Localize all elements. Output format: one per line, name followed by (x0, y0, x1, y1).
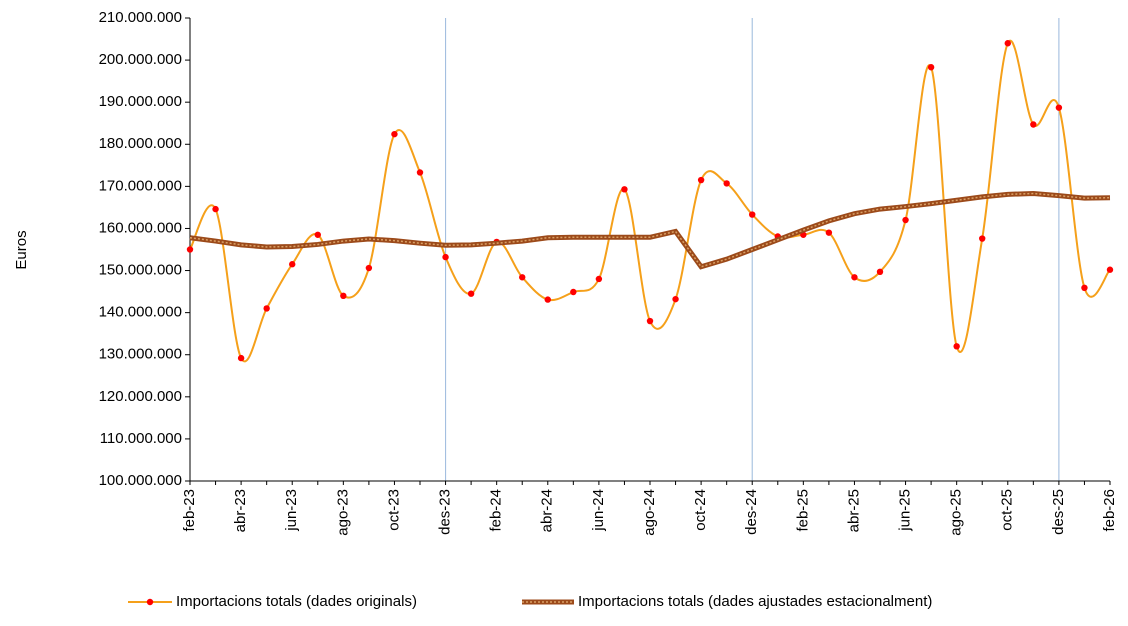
x-tick-label: abr-23 (232, 489, 249, 532)
data-point (979, 235, 986, 242)
legend-label: Importacions totals (dades originals) (176, 593, 417, 610)
data-point (851, 274, 858, 281)
data-point (825, 229, 833, 236)
x-tick-label: feb-25 (794, 489, 811, 532)
x-tick-label: abr-24 (539, 489, 556, 532)
data-point (467, 290, 475, 297)
data-point (1106, 266, 1114, 273)
data-point (391, 130, 398, 138)
data-point (1030, 121, 1037, 128)
y-tick-label: 120.000.000 (99, 388, 182, 405)
data-point (621, 186, 628, 193)
data-point (314, 231, 321, 238)
data-point (1055, 104, 1063, 111)
y-tick-label: 140.000.000 (99, 304, 182, 321)
y-tick-label: 150.000.000 (99, 262, 182, 279)
data-point (876, 268, 884, 276)
data-point (749, 211, 756, 218)
x-tick-label: oct-24 (692, 489, 709, 531)
y-tick-label: 100.000.000 (99, 472, 182, 489)
x-tick-label: oct-23 (385, 489, 402, 531)
series-line-pattern (189, 192, 1111, 268)
x-tick-label: feb-26 (1101, 489, 1118, 532)
data-point (519, 274, 526, 281)
data-point (570, 288, 577, 296)
data-point (927, 64, 935, 71)
y-tick-label: 170.000.000 (99, 177, 182, 194)
series-line (189, 39, 1111, 363)
y-tick-label: 110.000.000 (100, 430, 182, 447)
data-point (340, 292, 347, 299)
x-tick-label: des-24 (743, 489, 760, 535)
x-tick-label: ago-25 (948, 489, 965, 536)
legend-marker (146, 598, 154, 606)
data-point (442, 253, 449, 261)
data-point (723, 180, 730, 187)
y-tick-label: 210.000.000 (99, 9, 182, 26)
x-tick-label: ago-24 (641, 489, 658, 536)
data-point (212, 205, 219, 213)
x-tick-label: jun-25 (897, 489, 914, 532)
data-point (672, 295, 679, 303)
y-tick-label: 200.000.000 (99, 51, 182, 68)
data-point (365, 264, 373, 272)
x-tick-label: feb-24 (488, 489, 505, 532)
data-point (953, 343, 960, 350)
data-point (902, 216, 909, 224)
x-tick-label: des-23 (437, 489, 454, 535)
x-tick-label: jun-23 (283, 489, 300, 532)
data-point (416, 169, 424, 176)
data-point (697, 176, 705, 184)
data-point (1081, 284, 1088, 292)
y-tick-label: 180.000.000 (99, 135, 182, 152)
x-tick-label: ago-23 (334, 489, 351, 536)
data-point (544, 296, 551, 303)
x-tick-label: des-25 (1050, 489, 1067, 535)
data-point (1004, 40, 1011, 47)
data-point (263, 305, 270, 312)
data-point (237, 354, 245, 362)
x-tick-label: feb-23 (181, 489, 198, 532)
x-tick-label: abr-25 (845, 489, 862, 532)
data-point (186, 246, 194, 253)
data-point (595, 275, 603, 283)
x-tick-label: jun-24 (590, 489, 607, 532)
y-tick-label: 130.000.000 (99, 346, 182, 363)
legend-label: Importacions totals (dades ajustades est… (578, 593, 932, 610)
y-tick-label: 160.000.000 (99, 219, 182, 236)
data-point (646, 317, 654, 325)
data-point (289, 261, 296, 268)
y-tick-label: 190.000.000 (99, 93, 182, 110)
x-tick-label: oct-25 (999, 489, 1016, 531)
y-axis-label: Euros (13, 230, 30, 269)
